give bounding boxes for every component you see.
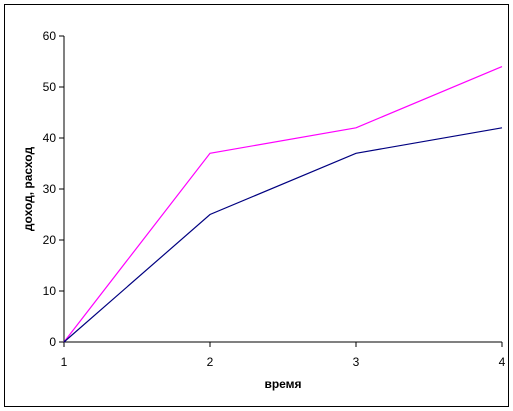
y-tick-label: 10 xyxy=(43,284,57,298)
y-tick-label: 50 xyxy=(43,80,57,94)
y-tick-label: 20 xyxy=(43,233,57,247)
x-tick-label: 3 xyxy=(353,355,360,369)
x-tick-label: 1 xyxy=(61,355,68,369)
y-tick-label: 60 xyxy=(43,29,57,43)
y-ticks: 0 10 20 30 40 50 60 xyxy=(43,29,64,349)
series-layer xyxy=(63,66,503,343)
y-tick-label: 30 xyxy=(43,182,57,196)
x-axis-label: время xyxy=(264,377,301,391)
axes xyxy=(63,36,502,343)
x-ticks: 1 2 3 4 xyxy=(61,342,506,369)
series-line-1 xyxy=(63,66,503,343)
series-line-2 xyxy=(63,127,503,343)
chart-frame xyxy=(4,4,509,407)
x-tick-label: 2 xyxy=(207,355,214,369)
y-tick-label: 0 xyxy=(49,335,56,349)
y-tick-label: 40 xyxy=(43,131,57,145)
y-axis-label: доход, расход xyxy=(21,147,35,232)
x-tick-label: 4 xyxy=(499,355,506,369)
